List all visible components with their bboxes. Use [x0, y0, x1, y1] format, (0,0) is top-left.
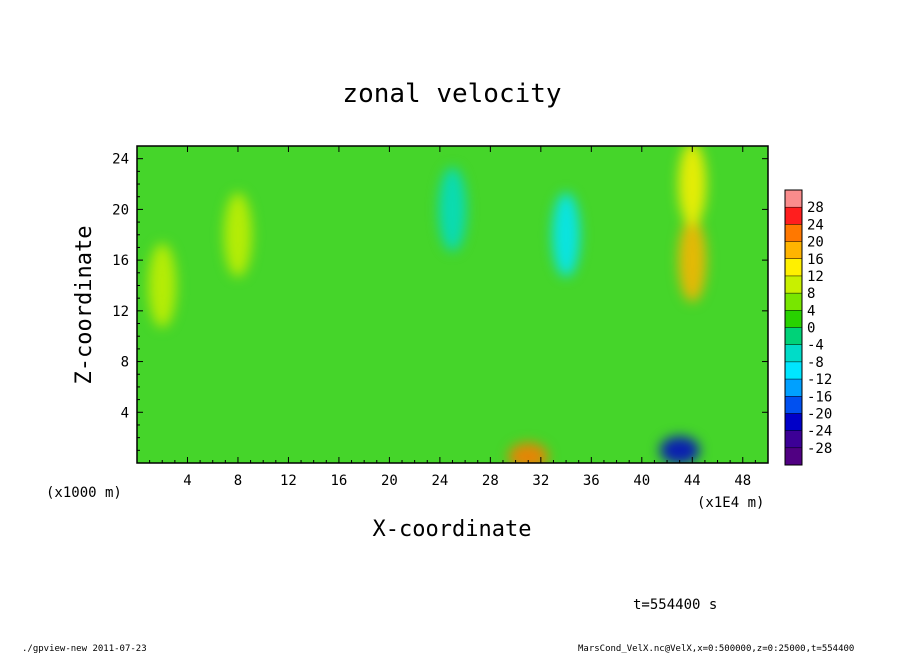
x-tick-label: 44: [684, 473, 701, 489]
x-tick-label: 36: [583, 473, 600, 489]
y-tick-label: 4: [121, 405, 129, 421]
x-tick-label: 4: [183, 473, 191, 489]
colorbar-label: -12: [807, 372, 832, 388]
colorbar-swatch: [785, 310, 802, 328]
field-feature: [659, 436, 700, 463]
colorbar-label: 24: [807, 217, 824, 233]
colorbar-swatch: [785, 293, 802, 311]
colorbar-label: -8: [807, 355, 824, 371]
colorbar-swatch: [785, 413, 802, 432]
field-feature: [678, 218, 707, 303]
y-tick-label: 24: [112, 152, 129, 168]
x-tick-label: 20: [381, 473, 398, 489]
y-tick-label: 12: [112, 304, 129, 320]
colorbar-label: 20: [807, 235, 824, 251]
colorbar-label: 28: [807, 200, 824, 216]
field-feature: [678, 146, 707, 227]
y-tick-label: 20: [112, 202, 129, 218]
time-label: t=554400 s: [633, 597, 717, 613]
x-axis-title: X-coordinate: [373, 517, 532, 542]
colorbar-swatch: [785, 207, 802, 225]
field-feature: [148, 243, 177, 328]
x-tick-label: 28: [482, 473, 499, 489]
footer-left-info: ./gpview-new 2011-07-23: [22, 644, 147, 654]
x-tick-label: 48: [734, 473, 751, 489]
x-tick-label: 32: [532, 473, 549, 489]
x-tick-label: 12: [280, 473, 297, 489]
colorbar-label: -20: [807, 406, 832, 422]
colorbar-swatch: [785, 190, 802, 208]
colorbar-swatch: [785, 224, 802, 243]
x-tick-label: 8: [234, 473, 242, 489]
x-tick-label: 16: [330, 473, 347, 489]
y-tick-label: 8: [121, 355, 129, 371]
y-unit-note: (x1000 m): [46, 485, 122, 501]
colorbar-swatch: [785, 396, 802, 414]
field-feature: [223, 192, 252, 277]
colorbar-swatch: [785, 241, 802, 260]
colorbar-label: -16: [807, 389, 832, 405]
colorbar-label: 0: [807, 321, 815, 337]
colorbar-swatch: [785, 275, 802, 294]
y-axis: 4 8 12 16 20 24: [112, 152, 768, 451]
colorbar-swatch: [785, 344, 802, 363]
plot-area: [137, 146, 768, 463]
colorbar-swatch: [785, 327, 802, 346]
field-feature: [438, 167, 467, 252]
colorbar-swatch: [785, 379, 802, 397]
velocity-field: [148, 146, 707, 463]
colorbar-label: 4: [807, 303, 815, 319]
colorbar-label: 8: [807, 286, 815, 302]
field-feature: [552, 192, 581, 277]
x-tick-label: 40: [633, 473, 650, 489]
footer-right-info: MarsCond_VelX.nc@VelX,x=0:500000,z=0:250…: [578, 644, 854, 654]
x-tick-label: 24: [431, 473, 448, 489]
colorbar-label: -24: [807, 424, 832, 440]
field-feature: [508, 442, 549, 463]
colorbar-label: 12: [807, 269, 824, 285]
y-tick-label: 16: [112, 253, 129, 269]
colorbar-label: -28: [807, 441, 832, 457]
x-unit-note: (x1E4 m): [697, 495, 764, 511]
chart-title: zonal velocity: [342, 79, 561, 109]
colorbar-swatch: [785, 430, 802, 449]
colorbar-swatch: [785, 447, 802, 466]
y-axis-title: Z-coordinate: [72, 226, 97, 385]
colorbar-label: -4: [807, 338, 824, 354]
colorbar-swatch: [785, 361, 802, 380]
colorbar-label: 16: [807, 252, 824, 268]
x-axis: 4 8 12 16 20 24 28 32 36 40 44 48: [149, 146, 756, 489]
colorbar-swatch: [785, 258, 802, 277]
